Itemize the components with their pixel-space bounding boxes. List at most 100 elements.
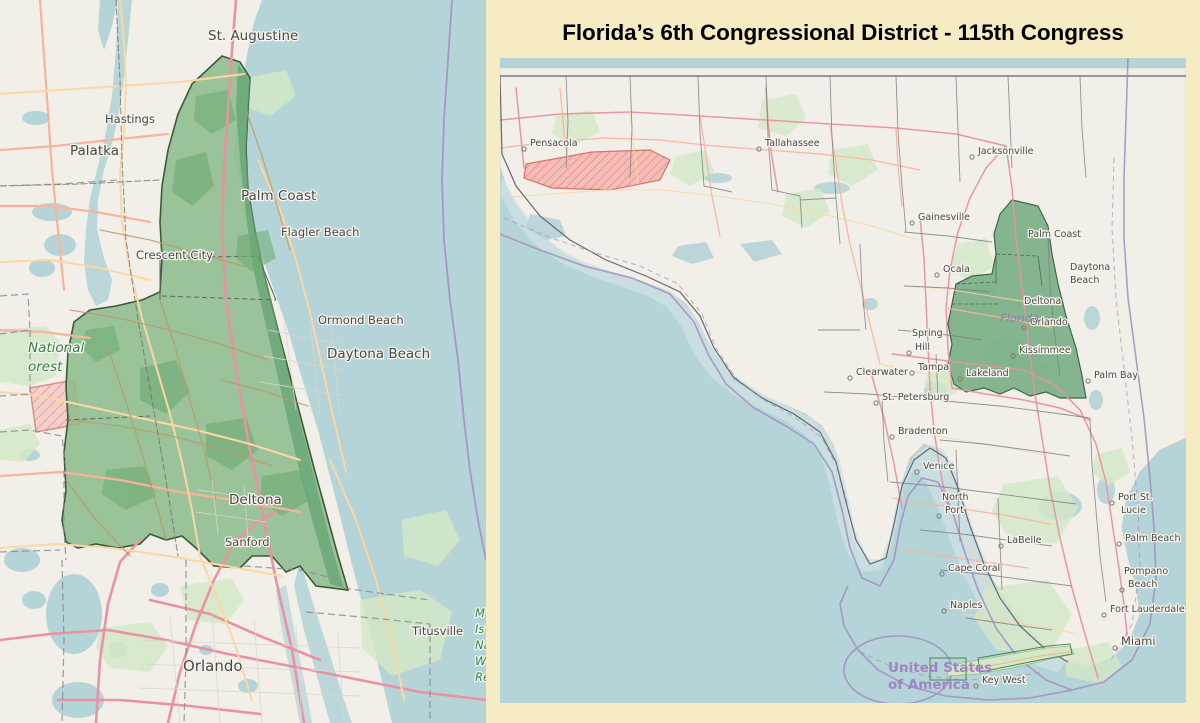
map-label: Palm Beach [1125,533,1180,544]
map-label: Daytona Beach [327,346,430,362]
map-label: North [942,492,969,503]
map-label: Miami [1121,634,1156,648]
map-label: Daytona [1070,262,1110,273]
city-marker-icon [998,543,1004,549]
city-marker-icon [914,469,920,475]
page-title: Florida’s 6th Congressional District - 1… [562,20,1124,45]
map-label: orest [28,359,63,375]
inset-map-panel[interactable]: Pensacola Tallahassee Jacksonville Gainesvi… [500,58,1186,703]
district-coastal-strip [236,64,344,588]
map-label: Bradenton [898,426,948,437]
city-marker-icon [941,608,947,614]
inset-map-canvas[interactable]: Pensacola Tallahassee Jacksonville Gainesvi… [500,58,1186,703]
roads [0,0,486,723]
map-label: Naples [950,600,982,611]
map-label: Titusville [411,624,463,638]
map-label: Deltona [229,492,282,508]
city-marker-icon [939,571,945,577]
county-boundaries [0,179,431,723]
florida-keys [929,643,1075,681]
city-marker-icon [873,400,879,406]
city-marker-icon [889,434,895,440]
city-marker-icon [969,154,975,160]
map-label: Na [475,638,486,652]
right-panel: Florida’s 6th Congressional District - 1… [486,0,1200,723]
city-marker-icon [1101,612,1107,618]
district-6-fill-inset[interactable] [947,199,1087,399]
map-label: Cape Coral [948,563,1000,574]
map-label: Beach [1070,275,1099,286]
map-label: Hill [915,342,930,353]
map-label: Palm Bay [1094,370,1138,381]
map-label: Palm Coast [241,188,316,204]
map-label: Lucie [1121,505,1146,516]
map-label: Palatka [70,143,119,159]
city-marker-icon [936,513,942,519]
map-label: Gainesville [918,212,970,223]
city-marker-icon [934,272,940,278]
military-area-inset [523,149,671,191]
map-label: Pensacola [530,138,578,149]
city-marker-icon [1010,353,1016,359]
map-label: Clearwater [856,367,908,378]
district-6-shape[interactable] [61,55,350,591]
city-marker-icon [909,370,915,376]
map-label: St. Augustine [208,28,298,44]
detail-city-labels: St. Augustine Hastings Palatka Palm Coast Fl… [69,27,465,677]
city-marker-icon [957,376,963,382]
inset-roads [500,87,1129,679]
map-label: Key West [982,675,1026,686]
detail-map-panel[interactable]: St. Augustine Hastings Palatka Palm Coast Fl… [0,0,486,723]
panhandle-bays [526,214,782,264]
map-label: Deltona [1024,296,1061,307]
detail-map-canvas[interactable]: St. Augustine Hastings Palatka Palm Coast Fl… [0,0,486,723]
map-label: LaBelle [1007,535,1042,546]
map-label: Ocala [943,264,970,275]
map-label: M [475,606,485,620]
city-marker-icon [973,683,979,689]
map-label: Port St. [1118,492,1153,503]
inset-city-labels: Pensacola Tallahassee Jacksonville Gainesvi… [521,137,1186,689]
state-boundary-florida [500,75,1186,663]
map-label: Kissimmee [1019,345,1071,356]
map-label: United States [888,660,992,676]
district-6-inner-line [952,253,1039,305]
state-label: Florida [1000,311,1039,325]
map-label: Is [475,622,484,636]
map-label: St. Petersburg [882,392,949,403]
city-marker-icon [906,350,912,356]
map-label: National [28,340,85,356]
city-marker-icon [1119,587,1125,593]
map-label: Spring [912,328,943,339]
city-marker-icon [521,146,527,152]
map-label: Orlando [183,657,243,675]
map-label: Fort Lauderdale [1110,604,1185,615]
city-marker-icon [1116,541,1122,547]
map-label: Flagler Beach [281,225,359,239]
map-label: Pompano [1124,566,1168,577]
city-marker-icon [1085,378,1091,384]
map-label: Tallahassee [764,138,820,149]
city-marker-icon [1021,325,1027,331]
intracoastal-lagoon [294,560,352,723]
map-label: Crescent City [136,248,213,262]
map-label: Jacksonville [977,146,1034,157]
map-label: Lakeland [966,368,1009,379]
map-label: Re [475,670,486,684]
map-label: Ormond Beach [318,313,404,327]
district-6-inner-box [995,254,1043,287]
map-label: Beach [1128,579,1157,590]
detail-park-labels: National orest M Is Na Wi Re [27,339,486,686]
map-label: of America [888,677,970,693]
district-6-highlight[interactable] [947,199,1087,399]
map-label: Venice [923,461,954,472]
city-marker-icon [847,375,853,381]
map-label: Tampa [917,362,949,373]
city-marker-icon [756,146,762,152]
city-marker-icon [909,220,915,226]
map-label: Wi [475,654,486,668]
map-label: Hastings [105,112,155,126]
city-marker-icon [1109,500,1115,506]
